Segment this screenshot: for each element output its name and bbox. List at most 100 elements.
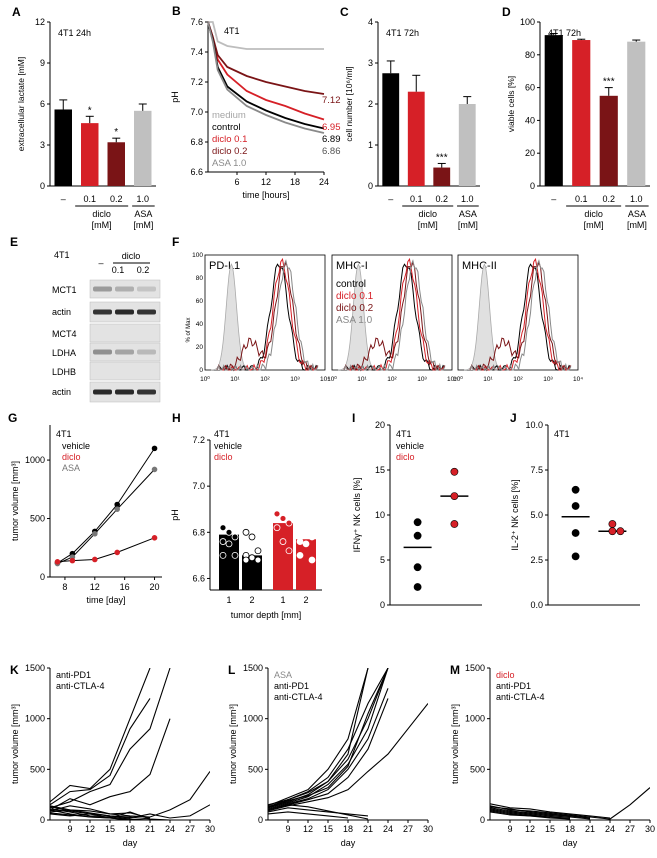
data-point-J	[571, 485, 580, 494]
x-tick-label-M: 18	[565, 824, 575, 834]
y-tick-label-I: 5	[380, 555, 385, 565]
data-point-H-3	[302, 528, 310, 536]
histogram-line-1-2	[343, 261, 446, 372]
series-line-ASA-1-0	[207, 21, 325, 134]
x-axis-label-H: tumor depth [mm]	[231, 610, 302, 620]
panel-title-D: 4T1 72h	[548, 28, 581, 38]
data-point-ASA	[92, 530, 98, 537]
legend-item-B-2: diclo 0.1	[212, 134, 247, 145]
data-point-I	[413, 563, 422, 572]
x-tick-label-F: 10²	[513, 376, 523, 383]
group-label-diclo-D: diclo	[584, 209, 603, 219]
y-axis-label-M: tumor volume [mm³]	[450, 704, 460, 784]
x-tick-label-H: 1	[280, 595, 285, 605]
x-tick-label-D: 0.2	[602, 194, 615, 204]
series-line-medium	[208, 21, 324, 50]
data-point-H-3	[308, 533, 316, 541]
x-tick-label-G: 12	[90, 582, 100, 592]
histogram-line-2-0	[469, 263, 572, 371]
data-point-diclo	[151, 535, 158, 541]
y-tick-label-A: 0	[40, 181, 45, 191]
data-point-J	[571, 552, 580, 561]
panel-letter-M: M	[450, 663, 460, 677]
y-tick-label-A: 12	[35, 17, 45, 27]
x-tick-label-C: 0.2	[435, 194, 448, 204]
series-line-K-11	[50, 805, 151, 819]
series-line-L-4	[268, 668, 369, 807]
histogram-line-2-1	[469, 257, 572, 371]
series-line-ASA	[57, 469, 155, 565]
blot-band-5-0	[93, 389, 112, 395]
significance-D: ***	[603, 77, 615, 88]
series-line-K-3	[50, 718, 171, 811]
blot-row-label-mct1: MCT1	[52, 285, 77, 295]
y-axis-label-L: tumor volume [mm³]	[228, 704, 238, 784]
x-axis-label-M: day	[563, 838, 578, 848]
x-tick-label-F: 10⁰	[453, 375, 463, 383]
y-tick-label-F: 80	[196, 275, 204, 282]
data-point-H-2	[285, 547, 293, 555]
bar-H-0	[219, 534, 239, 590]
panel-title-C: 4T1 72h	[386, 28, 419, 38]
blot-band-3-2	[137, 349, 156, 355]
panel-letter-C: C	[340, 5, 349, 19]
data-point-diclo	[54, 559, 61, 565]
bar-A-0	[54, 109, 72, 186]
x-tick-label-K: 27	[185, 824, 195, 834]
group-label-asa-C: ASA	[459, 209, 477, 219]
legend-item-M-0: diclo	[496, 670, 515, 680]
y-tick-label-H: 6.6	[192, 573, 205, 583]
series-line-K-0	[50, 668, 151, 803]
x-tick-label-L: 21	[363, 824, 373, 834]
panel-letter-H: H	[172, 411, 181, 425]
y-tick-label-B: 6.8	[190, 137, 203, 147]
histogram-line-2-2	[469, 261, 572, 372]
x-tick-label-M: 15	[545, 824, 555, 834]
x-tick-label-C: 1.0	[461, 194, 474, 204]
y-tick-label-L: 0	[258, 815, 263, 825]
x-axis-label-K: day	[123, 838, 138, 848]
lane-label-diclo-E: diclo	[122, 251, 141, 261]
data-point-ASA	[151, 466, 158, 473]
x-tick-label-K: 30	[205, 824, 215, 834]
blot-band-0-1	[115, 286, 134, 292]
series-line-L-2	[268, 668, 389, 809]
y-tick-label-J: 10.0	[525, 420, 543, 430]
group-unit-asa-D: [mM]	[627, 220, 647, 230]
x-tick-label-L: 9	[285, 824, 290, 834]
histogram-frame-2	[457, 254, 579, 371]
blot-strip-4	[89, 361, 161, 381]
data-point-ASA	[114, 506, 120, 512]
bar-D-2	[599, 95, 618, 186]
end-label-B-3: 6.86	[322, 146, 341, 157]
data-point-H-0	[219, 524, 227, 532]
data-point-J	[571, 529, 580, 537]
data-point-J	[608, 520, 617, 528]
data-point-I	[413, 583, 422, 591]
series-line-diclo-0-1	[207, 21, 325, 121]
series-line-L-7	[268, 668, 389, 809]
data-point-H-0	[225, 540, 233, 548]
x-tick-label-M: 12	[525, 824, 535, 834]
series-line-L-6	[268, 703, 428, 812]
y-tick-label-F: 100	[192, 252, 203, 259]
y-tick-label-C: 1	[368, 140, 373, 150]
data-point-H-1	[254, 547, 262, 555]
x-tick-label-M: 21	[585, 824, 595, 834]
legend-item-G-0: vehicle	[62, 441, 90, 451]
y-tick-label-L: 1500	[243, 663, 263, 673]
y-tick-label-F: 20	[196, 344, 204, 351]
y-tick-label-A: 3	[40, 140, 45, 150]
panel-letter-E: E	[10, 235, 18, 249]
series-line-L-11	[268, 668, 369, 808]
lane-label-control-E: –	[98, 258, 103, 268]
legend-item-F-1: diclo 0.1	[336, 291, 374, 302]
x-tick-label-C: 0.1	[410, 194, 423, 204]
y-tick-label-M: 500	[470, 764, 485, 774]
x-tick-label-A: –	[61, 194, 66, 204]
x-tick-label-F: 10¹	[483, 376, 493, 383]
y-axis-label-A: extracellular lactate [mM]	[16, 57, 26, 151]
data-point-I	[413, 518, 422, 527]
data-point-H-2	[279, 538, 287, 545]
